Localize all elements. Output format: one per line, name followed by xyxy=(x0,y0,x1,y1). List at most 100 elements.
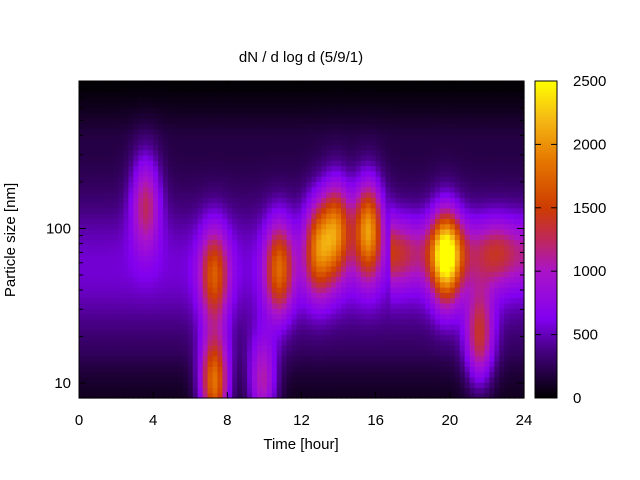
heatmap-cell xyxy=(128,255,134,262)
heatmap-cell xyxy=(336,392,342,399)
heatmap-cell xyxy=(192,213,199,219)
heatmap-cell xyxy=(430,355,436,362)
heatmap-cell xyxy=(336,350,342,357)
heatmap-cell xyxy=(217,392,223,399)
heatmap-cell xyxy=(410,239,416,246)
heatmap-cell xyxy=(261,117,268,124)
heatmap-cell xyxy=(237,355,243,362)
heatmap-cell xyxy=(425,302,431,309)
heatmap-cell xyxy=(375,313,382,320)
heatmap-cell xyxy=(301,308,308,315)
heatmap-cell xyxy=(83,276,90,283)
heatmap-cell xyxy=(187,350,194,357)
heatmap-cell xyxy=(158,361,164,367)
heatmap-cell xyxy=(93,382,100,389)
heatmap-cell xyxy=(281,382,288,389)
heatmap-cell xyxy=(276,102,283,109)
heatmap-cell xyxy=(252,123,258,130)
heatmap-cell xyxy=(375,191,382,198)
heatmap-cell xyxy=(395,228,401,235)
heatmap-cell xyxy=(123,191,130,198)
heatmap-cell xyxy=(271,345,278,352)
heatmap-cell xyxy=(405,197,411,204)
heatmap-cell xyxy=(405,292,411,299)
heatmap-cell xyxy=(222,371,228,378)
heatmap-cell xyxy=(83,154,90,161)
heatmap-cell xyxy=(192,392,199,399)
heatmap-cell xyxy=(439,165,446,172)
heatmap-cell xyxy=(257,250,263,256)
heatmap-cell xyxy=(405,366,411,373)
heatmap-cell xyxy=(390,366,397,373)
heatmap-cell xyxy=(108,144,115,151)
heatmap-cell xyxy=(459,107,466,114)
heatmap-cell xyxy=(79,96,85,103)
heatmap-cell xyxy=(177,139,184,145)
heatmap-cell xyxy=(168,329,174,336)
heatmap-cell xyxy=(88,244,95,251)
heatmap-cell xyxy=(271,339,278,346)
heatmap-cell xyxy=(237,202,243,209)
heatmap-cell xyxy=(484,250,490,256)
heatmap-cell xyxy=(296,376,303,383)
heatmap-cell xyxy=(143,165,149,172)
heatmap-cell xyxy=(197,387,204,394)
heatmap-cell xyxy=(261,281,268,288)
heatmap-cell xyxy=(123,366,130,373)
heatmap-cell xyxy=(79,318,85,325)
heatmap-cell xyxy=(375,265,382,272)
heatmap-cell xyxy=(158,96,164,103)
heatmap-cell xyxy=(355,154,362,161)
heatmap-cell xyxy=(479,123,486,130)
heatmap-cell xyxy=(153,265,159,272)
heatmap-cell xyxy=(321,170,327,177)
heatmap-cell xyxy=(271,329,278,336)
heatmap-cell xyxy=(380,313,387,320)
heatmap-cell xyxy=(296,86,303,93)
heatmap-cell xyxy=(316,318,322,325)
heatmap-cell xyxy=(242,133,248,140)
heatmap-cell xyxy=(380,123,387,130)
heatmap-cell xyxy=(469,139,476,145)
heatmap-cell xyxy=(439,202,446,209)
heatmap-cell xyxy=(281,371,288,378)
heatmap-cell xyxy=(202,234,209,241)
heatmap-cell xyxy=(222,271,228,278)
heatmap-cell xyxy=(158,144,164,151)
heatmap-cell xyxy=(252,81,258,87)
heatmap-cell xyxy=(168,107,174,114)
heatmap-cell xyxy=(177,260,184,267)
heatmap-cell xyxy=(370,250,377,256)
heatmap-cell xyxy=(400,128,406,135)
heatmap-cell xyxy=(385,165,392,172)
heatmap-cell xyxy=(395,350,401,357)
heatmap-cell xyxy=(425,382,431,389)
heatmap-cell xyxy=(177,128,184,135)
heatmap-cell xyxy=(123,81,130,87)
heatmap-cell xyxy=(177,154,184,161)
heatmap-cell xyxy=(237,207,243,214)
heatmap-cell xyxy=(172,181,179,188)
heatmap-cell xyxy=(153,123,159,130)
heatmap-cell xyxy=(405,239,411,246)
heatmap-cell xyxy=(350,213,357,219)
heatmap-cell xyxy=(479,255,486,262)
heatmap-cell xyxy=(454,123,461,130)
heatmap-cell xyxy=(306,228,312,235)
heatmap-cell xyxy=(108,165,115,172)
heatmap-cell xyxy=(484,334,490,341)
heatmap-cell xyxy=(261,165,268,172)
heatmap-cell xyxy=(479,366,486,373)
heatmap-cell xyxy=(237,361,243,367)
heatmap-cell xyxy=(430,382,436,389)
heatmap-cell xyxy=(158,345,164,352)
heatmap-cell xyxy=(83,133,90,140)
heatmap-cell xyxy=(212,165,219,172)
heatmap-cell xyxy=(281,313,288,320)
heatmap-cell xyxy=(197,271,204,278)
heatmap-cell xyxy=(311,91,317,98)
heatmap-cell xyxy=(311,170,317,177)
heatmap-cell xyxy=(380,255,387,262)
heatmap-cell xyxy=(88,324,95,330)
heatmap-cell xyxy=(420,165,426,172)
